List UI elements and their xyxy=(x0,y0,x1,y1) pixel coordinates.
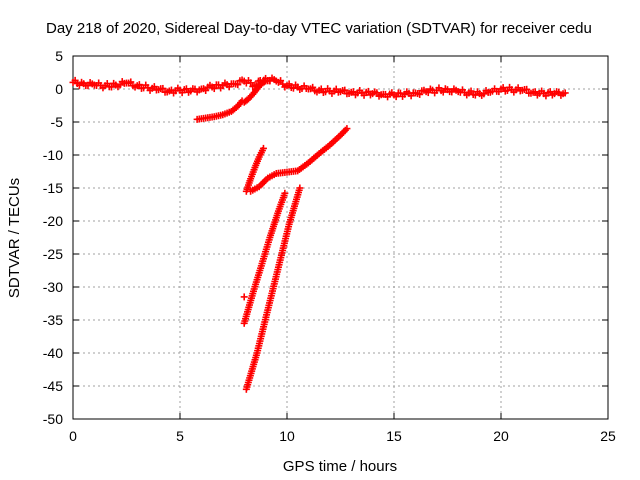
data-point xyxy=(240,293,248,301)
series-5-trace xyxy=(241,192,288,325)
y-tick-label: -25 xyxy=(43,246,63,262)
series-3 xyxy=(242,144,267,195)
y-tick-label: -30 xyxy=(43,279,63,295)
y-tick-label: -40 xyxy=(43,345,63,361)
y-tick-label: 0 xyxy=(55,81,63,97)
series-7 xyxy=(240,293,248,301)
y-tick-label: -35 xyxy=(43,312,63,328)
x-tick-label: 0 xyxy=(69,428,77,444)
x-tick-label: 5 xyxy=(176,428,184,444)
series-4-trace xyxy=(249,126,349,194)
y-tick-label: -10 xyxy=(43,147,63,163)
tick-labels: 0 5 10 15 20 25 5 0 -5 -10 -15 -20 -25 -30 -35 -40 -45 -5… xyxy=(43,48,616,444)
series-2 xyxy=(240,76,274,106)
chart-title: Day 218 of 2020, Sidereal Day-to-day VTE… xyxy=(46,20,592,37)
ticks xyxy=(72,55,609,420)
series-3-trace xyxy=(243,147,266,193)
series-1-trace xyxy=(195,99,245,123)
y-tick-label: -45 xyxy=(43,378,63,394)
series-6 xyxy=(242,184,304,393)
series-6-trace xyxy=(243,186,303,391)
x-tick-label: 10 xyxy=(279,428,295,444)
x-tick-label: 15 xyxy=(386,428,402,444)
series-4 xyxy=(247,125,351,195)
y-axis-title: SDTVAR / TECUs xyxy=(6,178,23,298)
y-tick-label: -20 xyxy=(43,213,63,229)
series-5 xyxy=(240,189,289,327)
series-0 xyxy=(69,74,569,101)
plot-frame xyxy=(72,55,609,420)
series-2-trace xyxy=(242,77,272,105)
y-tick-label: -5 xyxy=(51,114,64,130)
y-tick-label: -15 xyxy=(43,180,63,196)
y-tick-label: -50 xyxy=(43,411,63,427)
data-marks xyxy=(69,74,569,393)
x-tick-label: 25 xyxy=(600,428,616,444)
x-tick-label: 20 xyxy=(493,428,509,444)
series-1 xyxy=(193,97,246,123)
y-tick-label: 5 xyxy=(55,48,63,64)
grid xyxy=(73,56,608,419)
x-axis-title: GPS time / hours xyxy=(283,458,397,475)
